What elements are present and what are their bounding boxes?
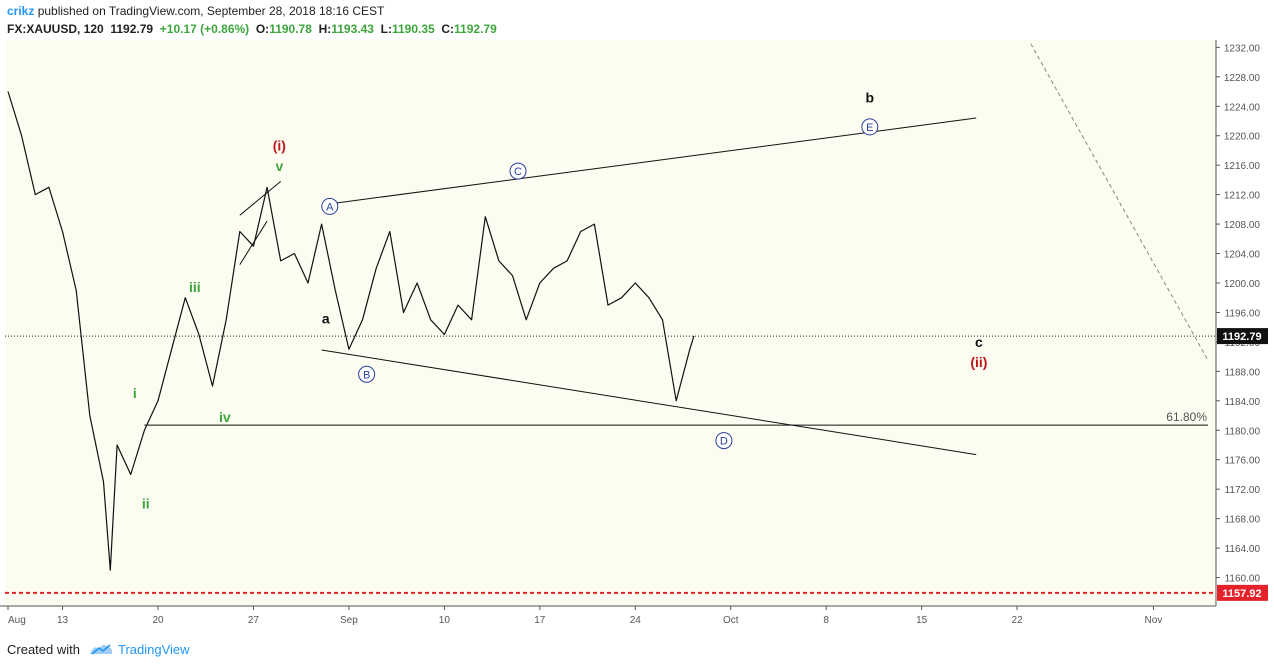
price-axis-background — [1216, 40, 1274, 606]
wave-label-a: a — [322, 311, 330, 327]
wave-label-D: D — [720, 436, 728, 448]
low-label: L: — [380, 22, 392, 36]
wave-label-c: c — [975, 334, 983, 350]
wave-label-A: A — [326, 201, 334, 213]
time-tick-label: 17 — [534, 615, 546, 626]
wave-circle-A — [321, 197, 339, 215]
plot-area — [5, 40, 1216, 606]
tradingview-brand[interactable]: TradingView — [118, 642, 190, 657]
time-tick-label: 8 — [823, 615, 829, 626]
price-tick-label: 1232.00 — [1224, 43, 1261, 54]
wave-label-i: i — [133, 385, 137, 401]
price-tick-label: 1220.00 — [1224, 132, 1261, 143]
trendline-future-dashed — [1030, 43, 1209, 361]
fib-label: 61.80% — [1166, 410, 1207, 424]
time-tick-label: 15 — [916, 615, 928, 626]
time-axis[interactable]: Aug 13 20 27 Sep 10 17 24 Oct 8 15 22 Nov — [0, 605, 1216, 626]
tradingview-logo-icon[interactable] — [88, 640, 114, 658]
time-tick-label: Nov — [1145, 615, 1163, 626]
price-tick-label: 1224.00 — [1224, 102, 1261, 113]
wave-circle-E — [861, 118, 879, 136]
price-tick-label: 1168.00 — [1225, 515, 1261, 526]
time-tick-label: Aug — [8, 615, 26, 626]
price-tick-label: 1208.00 — [1224, 220, 1261, 231]
close-label: C: — [441, 22, 455, 36]
price-tick-label: 1184.00 — [1225, 397, 1261, 408]
wave-label-iv: iv — [219, 409, 231, 425]
chart-header: crikz published on TradingView.com, Sept… — [0, 0, 1274, 40]
wave-label-b: b — [866, 90, 875, 106]
open-value: 1190.78 — [269, 22, 312, 36]
trendline-lower-channel — [321, 349, 977, 456]
time-tick-label: 20 — [152, 615, 164, 626]
time-axis-background — [0, 606, 1274, 631]
price-line — [7, 91, 695, 571]
wave-label-iii: iii — [189, 279, 201, 295]
time-tick-label: Oct — [723, 615, 739, 626]
wave-label-C: C — [514, 166, 522, 178]
high-value: 1193.43 — [331, 22, 374, 36]
wave-label-(i): (i) — [273, 137, 286, 153]
time-tick-label: 24 — [630, 615, 642, 626]
time-tick-label: 22 — [1012, 615, 1024, 626]
publish-info: crikz published on TradingView.com, Sept… — [7, 4, 384, 18]
price-tick-label: 1228.00 — [1224, 73, 1261, 84]
time-tick-label: 10 — [439, 615, 451, 626]
price-tick-label: 1176.00 — [1225, 456, 1261, 467]
price-tick-label: 1180.00 — [1225, 426, 1261, 437]
price-tick-label: 1196.00 — [1225, 308, 1261, 319]
wave-label-E: E — [866, 122, 873, 134]
last-price-value: 1192.79 — [110, 22, 154, 36]
price-tick-label: 1216.00 — [1224, 161, 1261, 172]
price-series — [7, 91, 695, 571]
price-tick-label: 1188.00 — [1225, 367, 1261, 378]
footer: Created with TradingView — [0, 631, 1274, 667]
last-price-tag-label: 1192.79 — [1222, 331, 1261, 343]
wave-circle-C — [509, 162, 527, 180]
low-level-tag — [1217, 584, 1268, 601]
author-name[interactable]: crikz — [7, 4, 35, 18]
price-tick-label: 1164.00 — [1225, 544, 1261, 555]
low-level-tag-label: 1157.92 — [1222, 588, 1261, 600]
open-label: O: — [255, 22, 270, 36]
created-with-text: Created with — [7, 642, 80, 657]
price-tick-label: 1212.00 — [1224, 191, 1261, 202]
time-tick-label: 13 — [57, 615, 69, 626]
low-value: 1190.35 — [391, 22, 435, 36]
last-price-tag — [1217, 328, 1268, 345]
price-tick-label: 1200.00 — [1224, 279, 1261, 290]
price-axis[interactable]: 1160.00 1164.00 1168.00 1172.00 1176.00 1180.… — [1215, 40, 1268, 606]
symbol-info: FX:XAUUSD, 120 1192.79 +10.17 (+0.86%) O… — [7, 22, 497, 36]
price-change: +10.17 (+0.86%) — [159, 22, 250, 36]
wave-label-B: B — [363, 369, 370, 381]
price-tick-label: 1160.00 — [1225, 574, 1261, 585]
trendlines: 61.80% — [5, 43, 1216, 594]
wave-label-v: v — [275, 158, 283, 174]
time-tick-label: Sep — [340, 615, 358, 626]
wave-circle-B — [358, 365, 376, 383]
wave-label-ii: ii — [142, 495, 150, 511]
price-tick-label: 1172.00 — [1225, 485, 1261, 496]
wave-circle-D — [715, 432, 733, 450]
trendline-diagonal-lower — [239, 220, 268, 265]
published-text: published on TradingView.com, September … — [34, 4, 385, 18]
price-tick-label: 1204.00 — [1224, 250, 1261, 261]
trendline-diagonal-upper — [239, 180, 282, 216]
time-tick-label: 27 — [248, 615, 260, 626]
wave-label-(ii): (ii) — [970, 354, 987, 370]
symbol-label[interactable]: FX:XAUUSD, 120 — [7, 22, 104, 36]
close-value: 1192.79 — [454, 22, 497, 36]
high-label: H: — [318, 22, 332, 36]
